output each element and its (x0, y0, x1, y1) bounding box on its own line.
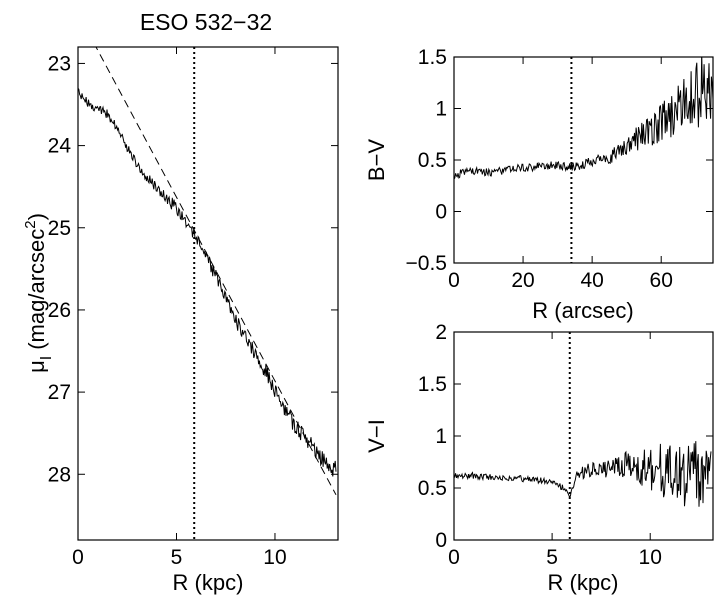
x-tick-label: 0 (448, 269, 460, 292)
y-tick-label: 1.5 (418, 46, 447, 69)
chart-title: ESO 532−32 (140, 9, 272, 35)
y-label-subscript: I (38, 356, 55, 360)
y-label-mu: μ (24, 360, 49, 373)
y-tick-label: 1 (435, 98, 447, 121)
profile-series-line (78, 88, 337, 477)
x-tick-label: 10 (639, 546, 662, 569)
surface-brightness-ticks: 0 5 10 23 24 25 26 27 28 (48, 47, 338, 569)
y-tick-label: 23 (48, 52, 71, 75)
y-tick-label: −0.5 (406, 252, 447, 275)
exponential-fit-series-line (95, 47, 337, 496)
x-tick-label: 0 (448, 546, 460, 569)
b-v-x-axis-label: R (arcsec) (532, 298, 633, 323)
surface-brightness-panel: ESO 532−32 0 5 10 23 24 25 26 27 28 R (kpc) μI (m… (22, 9, 339, 595)
x-tick-label: 20 (511, 269, 534, 292)
y-tick-label: 2 (435, 321, 447, 344)
v-i-plot-area (454, 332, 712, 540)
x-tick-label: 5 (546, 546, 558, 569)
x-tick-label: 5 (171, 546, 183, 569)
x-tick-label: 40 (580, 269, 603, 292)
y-tick-label: 28 (48, 463, 71, 486)
y-tick-label: 24 (48, 135, 72, 158)
surface-brightness-plot-area (78, 47, 337, 540)
b-v-ticks: 0 20 40 60−0.500.511.5 (406, 46, 713, 292)
v-i-ticks: 0 5 10 0 0.5 1 1.5 2 (418, 321, 713, 569)
surface-brightness-axes-frame (77, 46, 339, 541)
v-i-panel: 0 5 10 0 0.5 1 1.5 2 R (kpc) V−I (364, 321, 714, 595)
y-tick-label: 1 (435, 425, 447, 448)
y-tick-label: 27 (48, 381, 71, 404)
y-tick-label: 26 (48, 299, 71, 322)
y-label-close: ) (24, 213, 49, 220)
b-v-axes-frame (453, 56, 714, 264)
y-tick-label: 0 (435, 201, 447, 224)
y-tick-label: 0.5 (418, 149, 447, 172)
v-i-y-axis-label: V−I (364, 419, 389, 453)
y-label-units: (mag/arcsec (24, 229, 49, 350)
v-i-series-line (454, 441, 712, 507)
v-i-x-axis-label: R (kpc) (548, 570, 619, 595)
y-tick-label: 0.5 (418, 477, 447, 500)
b-v-y-axis-label: B−V (364, 139, 389, 182)
y-tick-label: 25 (48, 217, 71, 240)
b-v-plot-area (454, 57, 713, 263)
b-v-panel: 0 20 40 60−0.500.511.5 R (arcsec) B−V (364, 46, 714, 323)
y-label-superscript: 2 (22, 220, 39, 228)
surface-brightness-x-axis-label: R (kpc) (173, 570, 244, 595)
x-tick-label: 0 (72, 546, 84, 569)
y-tick-label: 0 (435, 529, 447, 552)
x-tick-label: 60 (650, 269, 673, 292)
v-i-axes-frame (453, 331, 714, 541)
y-tick-label: 1.5 (418, 373, 447, 396)
surface-brightness-y-axis-label: μI (mag/arcsec2) (22, 213, 55, 373)
b-v-series-line (454, 57, 713, 180)
x-tick-label: 10 (263, 546, 286, 569)
